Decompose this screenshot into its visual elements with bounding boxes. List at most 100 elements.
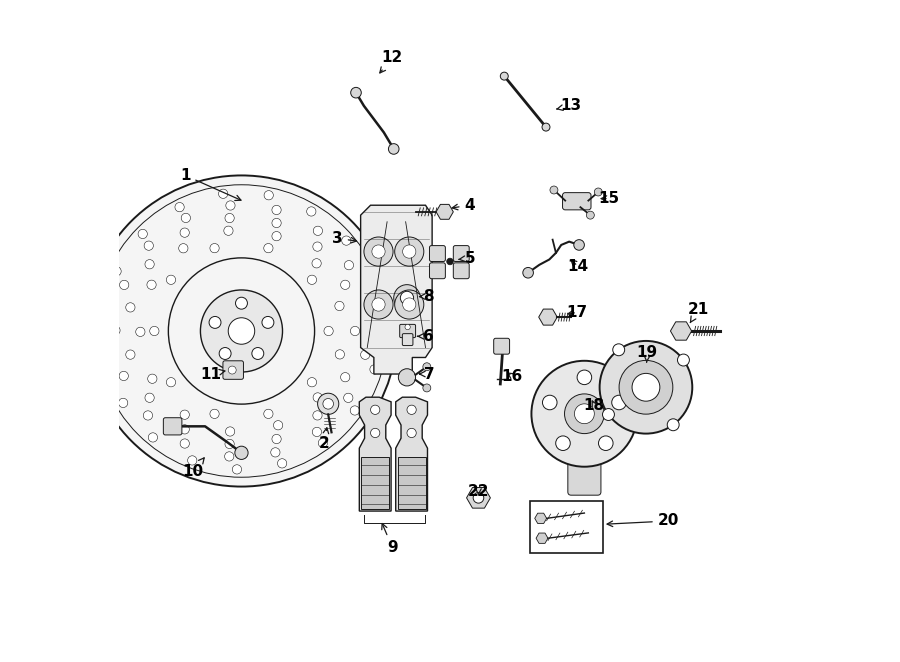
Text: 14: 14 xyxy=(567,259,589,273)
Circle shape xyxy=(229,318,255,344)
Circle shape xyxy=(120,280,129,289)
Circle shape xyxy=(229,366,236,374)
Circle shape xyxy=(500,72,508,80)
Circle shape xyxy=(210,409,220,418)
Circle shape xyxy=(598,436,613,450)
FancyBboxPatch shape xyxy=(223,361,244,379)
Circle shape xyxy=(335,301,344,310)
Polygon shape xyxy=(361,205,432,374)
Circle shape xyxy=(574,240,584,250)
FancyBboxPatch shape xyxy=(164,418,182,435)
Circle shape xyxy=(531,361,637,467)
Circle shape xyxy=(555,436,571,450)
Polygon shape xyxy=(398,457,426,509)
Circle shape xyxy=(264,244,273,253)
Circle shape xyxy=(371,428,380,438)
FancyBboxPatch shape xyxy=(400,324,416,338)
Text: 16: 16 xyxy=(501,369,523,383)
Circle shape xyxy=(112,267,122,276)
Circle shape xyxy=(361,304,370,313)
Circle shape xyxy=(351,87,361,98)
Circle shape xyxy=(138,229,148,238)
Circle shape xyxy=(313,226,322,236)
Circle shape xyxy=(264,191,274,200)
Circle shape xyxy=(543,395,557,410)
Circle shape xyxy=(335,350,345,359)
Circle shape xyxy=(219,189,228,199)
Circle shape xyxy=(340,373,350,382)
Circle shape xyxy=(272,434,281,444)
Circle shape xyxy=(166,377,176,387)
Circle shape xyxy=(312,427,321,436)
Circle shape xyxy=(678,354,689,366)
Circle shape xyxy=(587,211,594,219)
Circle shape xyxy=(550,186,558,194)
Circle shape xyxy=(340,280,350,289)
Circle shape xyxy=(180,410,189,419)
Circle shape xyxy=(136,327,145,336)
Circle shape xyxy=(613,344,625,355)
Circle shape xyxy=(574,404,594,424)
Text: 10: 10 xyxy=(183,458,204,479)
Circle shape xyxy=(446,258,454,265)
FancyBboxPatch shape xyxy=(454,246,469,261)
Circle shape xyxy=(145,260,154,269)
Text: 2: 2 xyxy=(319,428,329,451)
Text: 4: 4 xyxy=(452,198,475,213)
Circle shape xyxy=(102,356,111,365)
Circle shape xyxy=(225,451,234,461)
Circle shape xyxy=(632,373,660,401)
Circle shape xyxy=(148,374,157,383)
Circle shape xyxy=(145,393,154,402)
Circle shape xyxy=(393,285,420,311)
Circle shape xyxy=(365,275,374,284)
Circle shape xyxy=(86,175,397,487)
Circle shape xyxy=(307,207,316,216)
Text: 7: 7 xyxy=(419,367,434,381)
Circle shape xyxy=(364,290,393,319)
Circle shape xyxy=(361,350,370,359)
Circle shape xyxy=(577,370,591,385)
Circle shape xyxy=(594,188,602,196)
Circle shape xyxy=(220,348,231,359)
Circle shape xyxy=(180,439,189,448)
Circle shape xyxy=(252,348,264,359)
Circle shape xyxy=(319,438,328,448)
FancyBboxPatch shape xyxy=(429,263,445,279)
Circle shape xyxy=(313,393,322,402)
Circle shape xyxy=(166,275,176,285)
Circle shape xyxy=(236,297,248,309)
Circle shape xyxy=(307,275,317,285)
Circle shape xyxy=(272,218,281,228)
Circle shape xyxy=(523,267,534,278)
FancyBboxPatch shape xyxy=(562,193,591,210)
Circle shape xyxy=(271,448,280,457)
Circle shape xyxy=(318,393,338,414)
Text: 9: 9 xyxy=(382,524,398,555)
Circle shape xyxy=(232,465,241,474)
Circle shape xyxy=(323,399,334,409)
Circle shape xyxy=(542,123,550,131)
Circle shape xyxy=(148,433,157,442)
Circle shape xyxy=(402,245,416,258)
Circle shape xyxy=(372,298,385,311)
Circle shape xyxy=(149,326,159,336)
Circle shape xyxy=(226,427,235,436)
Text: 1: 1 xyxy=(180,168,241,201)
Circle shape xyxy=(235,446,248,459)
Circle shape xyxy=(180,425,189,434)
Circle shape xyxy=(126,350,135,359)
Circle shape xyxy=(126,303,135,312)
Circle shape xyxy=(272,232,281,241)
Circle shape xyxy=(372,245,385,258)
Text: 13: 13 xyxy=(557,99,581,113)
Circle shape xyxy=(395,237,424,266)
Circle shape xyxy=(224,226,233,236)
Text: 21: 21 xyxy=(688,303,709,322)
Circle shape xyxy=(264,409,273,418)
Circle shape xyxy=(407,428,416,438)
Circle shape xyxy=(180,228,189,237)
Circle shape xyxy=(307,377,317,387)
Circle shape xyxy=(277,459,287,468)
Circle shape xyxy=(201,290,283,372)
